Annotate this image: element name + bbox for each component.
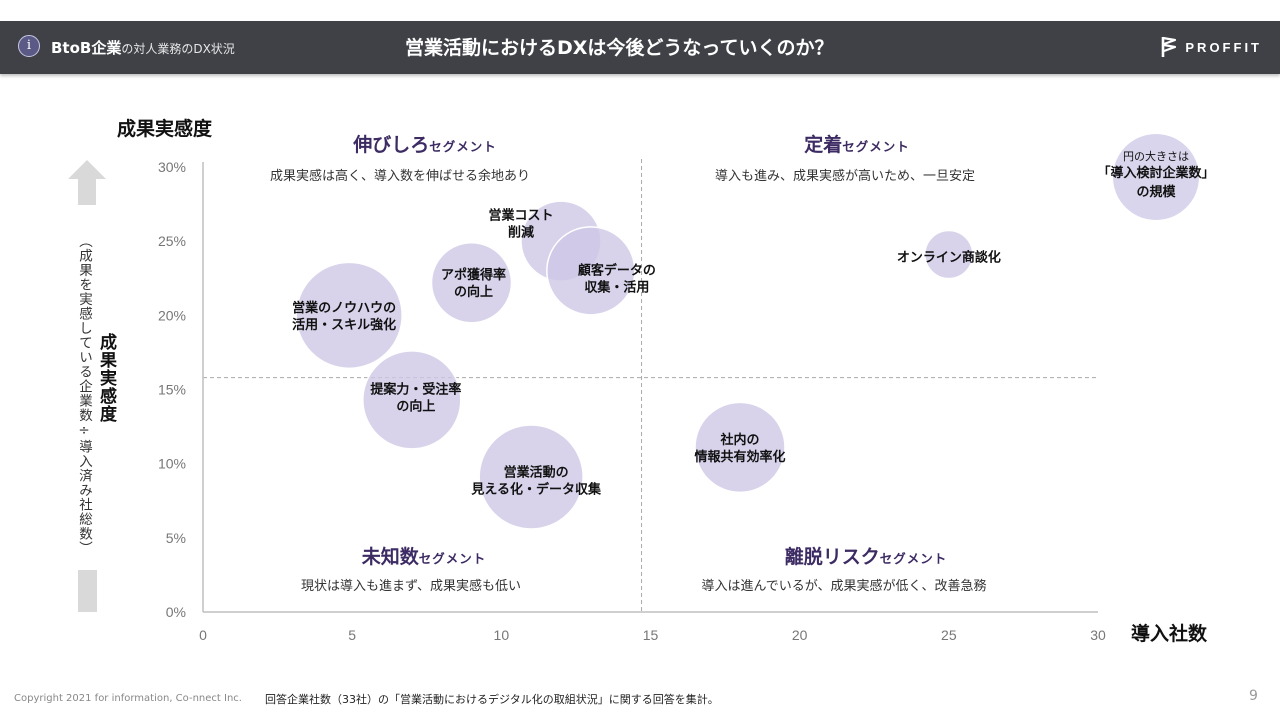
section-label-strong: BtoB企業 [51,39,122,57]
segment-name: 定着 [804,134,843,156]
y-tick-label: 0% [166,604,186,620]
legend-line-3: の規模 [1136,185,1176,200]
header-bar: i BtoB企業の対人業務のDX状況 営業活動におけるDXは今後どうなっていくの… [0,21,1280,74]
y-axis-title: 成果実感度 [117,118,213,140]
y-axis-main-label: 成果実感度 [96,333,116,423]
x-tick-label: 20 [792,627,808,643]
legend-line-2: 「導入検討企業数」 [1097,166,1215,181]
y-tick-label: 20% [158,307,186,323]
bubble [694,401,786,494]
footnote: 回答企業社数（33社）の「営業活動におけるデジタル化の取組状況」に関する回答を集… [265,693,719,706]
segment-desc-churn-risk: 導入は進んでいるが、成果実感が低く、改善急務 [701,579,987,594]
x-tick-label: 0 [199,627,207,643]
x-tick-label: 5 [348,627,356,643]
segment-name: 離脱リスク [784,546,880,568]
arrow-up-icon [68,160,106,205]
bubble-label: 削減 [508,225,534,241]
bubble-label: 顧客データの [578,262,656,278]
page-title: 営業活動におけるDXは今後どうなっていくのか？ [405,37,834,59]
bubble [295,261,403,370]
segment-desc-established: 導入も進み、成果実感が高いため、一旦安定 [714,169,976,184]
segment-title-established: 定着セグメント [804,130,910,157]
segment-title-growth: 伸びしろセグメント [353,130,497,157]
y-tick-label: 25% [158,233,186,249]
bubble-label: 活用・スキル強化 [292,317,396,333]
bubble-label: アポ獲得率 [441,267,506,283]
segment-name: 伸びしろ [353,134,430,156]
bubble-label: 提案力・受注率 [370,381,461,397]
segment-name: 未知数 [361,546,419,568]
y-tick-label: 15% [158,382,186,398]
x-axis-title: 導入社数 [1131,623,1208,645]
bubble-label: オンライン商談化 [897,250,1001,266]
section-label: BtoB企業の対人業務のDX状況 [51,37,235,58]
section-label-light: の対人業務のDX状況 [121,42,235,56]
segment-suffix: セグメント [429,139,497,154]
page-number: 9 [1249,688,1258,704]
y-tick-label: 10% [158,456,186,472]
segment-suffix: セグメント [418,551,487,566]
y-tick-label: 30% [158,159,186,175]
bubble-label: の向上 [454,284,493,300]
segment-title-unknown: 未知数セグメント [362,542,487,569]
brand-name: PROFFIT [1185,39,1262,55]
bubble-label: 営業のノウハウの [292,300,396,316]
brand-logo: PROFFIT [1161,36,1262,58]
tick-labels: 0 5 10 15 20 25 30 0% 5% 10% 15% 20% 25% 30% [158,159,1106,643]
segment-suffix: セグメント [842,139,910,154]
flag-logo-icon [1162,36,1177,57]
bubble-label: 営業コスト [488,208,553,224]
bubble-label: 情報共有効率化 [694,449,785,465]
y-tick-label: 5% [166,530,186,546]
legend-line-1: 円の大きさは [1122,150,1189,163]
reference-lines [203,159,1098,612]
segment-desc-growth: 成果実感は高く、導入数を伸ばせる余地あり [269,169,531,184]
bubble [478,424,584,530]
bubble [546,226,636,316]
x-tick-label: 15 [643,627,659,643]
x-tick-label: 30 [1090,627,1106,643]
y-axis-subtitle: （成果を実感している企業数÷導入済み社総数） [76,234,92,556]
size-legend-bubble [1113,134,1199,220]
segment-suffix: セグメント [879,551,948,566]
info-icon[interactable]: i [18,35,40,57]
segment-desc-unknown: 現状は導入も進まず、成果実感も低い [300,579,522,594]
bubble-label: 収集・活用 [584,279,649,295]
bubble [362,350,462,450]
x-tick-label: 25 [941,627,957,643]
bubble-label: の向上 [396,398,435,414]
bubble-label: 見える化・データ収集 [470,482,602,498]
arrow-bar-decoration [78,570,97,612]
bubble-labels: 営業のノウハウの活用・スキル強化アポ獲得率の向上営業コスト削減顧客データの収集・… [292,208,1001,498]
bubble-label: 営業活動の [504,465,569,481]
bubble-label: 社内の [719,432,759,448]
axes [202,162,1098,613]
x-tick-label: 10 [494,627,510,643]
bubble [430,241,513,324]
bubble [924,229,974,280]
bubbles [295,200,974,530]
copyright: Copyright 2021 for information, Co-nnect… [14,693,242,704]
size-legend-text: 円の大きさは 「導入検討企業数」 の規模 [1097,148,1214,202]
segment-title-churn-risk: 離脱リスクセグメント [785,542,948,569]
